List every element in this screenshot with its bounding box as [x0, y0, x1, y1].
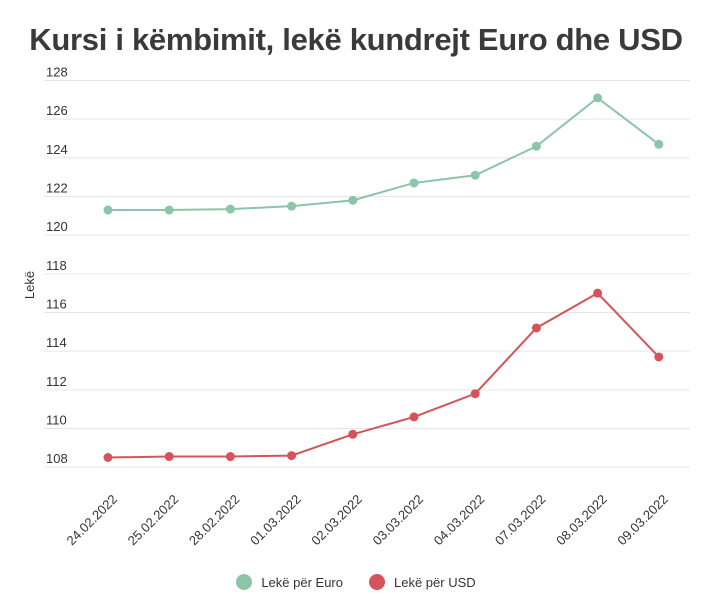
data-point[interactable] — [409, 412, 419, 422]
data-point[interactable] — [593, 288, 603, 298]
data-point[interactable] — [103, 205, 113, 215]
x-tick-label: 24.02.2022 — [63, 492, 120, 549]
data-point[interactable] — [654, 352, 664, 362]
y-tick-label: 122 — [46, 181, 68, 196]
y-tick-label: 108 — [46, 451, 68, 466]
x-tick-label: 02.03.2022 — [308, 492, 365, 549]
y-tick-label: 128 — [46, 65, 68, 80]
series-line-0 — [108, 96, 660, 212]
data-point[interactable] — [287, 451, 297, 461]
data-point[interactable] — [470, 389, 480, 399]
series-layer — [103, 93, 664, 462]
y-axis-title: Lekë — [22, 271, 37, 299]
data-point[interactable] — [225, 452, 235, 462]
legend-label-euro: Lekë për Euro — [261, 574, 343, 590]
x-tick-label: 07.03.2022 — [492, 492, 549, 549]
x-tick-label: 03.03.2022 — [369, 492, 426, 549]
legend-item-euro[interactable]: Lekë për Euro — [236, 574, 343, 590]
y-axis-ticks: 108 110 112 114 116 118 120 122 124 126 128 — [46, 65, 68, 467]
data-point[interactable] — [409, 178, 419, 188]
y-tick-label: 126 — [46, 103, 68, 118]
data-point[interactable] — [225, 204, 235, 214]
series-line-1 — [107, 291, 660, 459]
x-axis-ticks: 24.02.2022 25.02.2022 28.02.2022 01.03.2022… — [63, 492, 670, 549]
data-point[interactable] — [348, 429, 358, 439]
x-tick-label: 28.02.2022 — [186, 492, 243, 549]
x-tick-label: 04.03.2022 — [431, 492, 488, 549]
y-tick-label: 124 — [46, 142, 68, 157]
y-tick-label: 118 — [46, 258, 67, 273]
x-tick-label: 09.03.2022 — [614, 492, 671, 549]
data-point[interactable] — [164, 452, 174, 462]
y-tick-label: 112 — [46, 374, 67, 389]
data-point[interactable] — [593, 93, 603, 103]
y-tick-label: 120 — [46, 219, 68, 234]
legend-label-usd: Lekë për USD — [394, 574, 476, 590]
x-tick-label: 01.03.2022 — [247, 492, 304, 549]
y-tick-label: 116 — [46, 297, 67, 312]
x-tick-label: 25.02.2022 — [125, 492, 182, 549]
chart-title: Kursi i këmbimit, lekë kundrejt Euro dhe… — [29, 22, 683, 57]
data-point[interactable] — [531, 141, 541, 151]
x-tick-label: 08.03.2022 — [553, 492, 610, 549]
data-point[interactable] — [348, 195, 358, 205]
data-point[interactable] — [103, 453, 113, 462]
data-point[interactable] — [287, 201, 297, 211]
y-tick-label: 110 — [46, 413, 67, 428]
data-point[interactable] — [654, 139, 664, 149]
legend-item-usd[interactable]: Lekë për USD — [369, 574, 476, 590]
data-point[interactable] — [164, 205, 174, 215]
legend-swatch-euro — [236, 574, 253, 590]
legend-swatch-usd — [369, 574, 385, 590]
data-point[interactable] — [470, 170, 480, 180]
legend: Lekë për Euro Lekë për USD — [0, 574, 712, 590]
gridlines — [44, 80, 690, 468]
data-point[interactable] — [531, 323, 541, 333]
y-tick-label: 114 — [46, 335, 67, 350]
